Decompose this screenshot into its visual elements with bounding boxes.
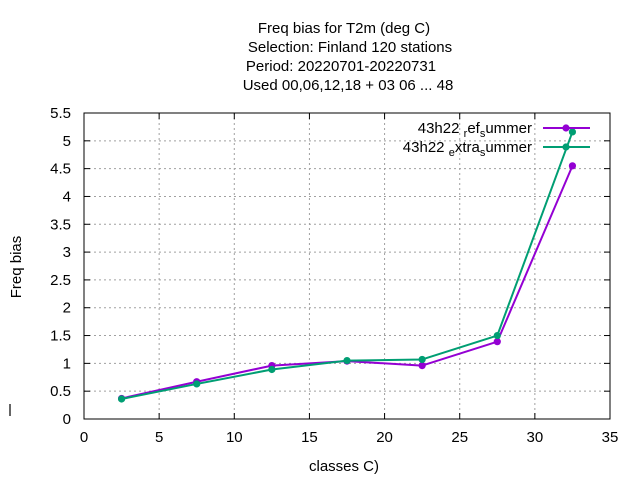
legend-label-subscript: s bbox=[480, 128, 486, 140]
legend-entry-1: 43h22 refsummer bbox=[418, 120, 590, 140]
series-2 bbox=[117, 128, 577, 403]
tick-labels: 0 5 10 15 20 25 30 35 0 0.5 1 1.5 2 2.5 3 3.5 4 4.5 5 5.5 bbox=[50, 105, 618, 446]
data-point bbox=[568, 162, 577, 170]
y-tick-label: 1.5 bbox=[50, 328, 71, 345]
y-tick-label: 2.5 bbox=[50, 272, 71, 289]
x-tick-label: 25 bbox=[451, 429, 468, 446]
data-point bbox=[268, 365, 276, 374]
legend-entry-2: 43h22 extrasummer bbox=[403, 139, 590, 159]
legend-label: 43h22 extrasummer bbox=[403, 139, 532, 159]
legend-label-part: ummer bbox=[485, 139, 532, 156]
grid-lines bbox=[84, 113, 610, 419]
y-tick-label: 0.5 bbox=[50, 383, 71, 400]
x-tick-label: 5 bbox=[155, 429, 163, 446]
legend-label-part: ummer bbox=[485, 120, 532, 137]
x-tick-label: 30 bbox=[527, 429, 544, 446]
data-point bbox=[493, 338, 501, 346]
y-tick-label: 2 bbox=[63, 300, 71, 317]
data-point bbox=[493, 331, 501, 340]
x-tick-label: 35 bbox=[602, 429, 619, 446]
title-line-4: Used 00,06,12,18 + 03 06 ... 48 bbox=[243, 77, 454, 94]
legend-label-main: 43h22 bbox=[403, 139, 449, 156]
legend-label-subscript: s bbox=[480, 147, 486, 159]
data-point bbox=[193, 380, 201, 388]
y-tick-label: 5 bbox=[63, 133, 71, 150]
axis-ticks bbox=[83, 112, 611, 420]
x-tick-label: 10 bbox=[226, 429, 243, 446]
title-line-3: Period: 20220701-20220731 bbox=[246, 58, 436, 75]
data-point bbox=[343, 356, 351, 365]
title-line-1: Freq bias for T2m (deg C) bbox=[258, 20, 430, 37]
title-line-2: Selection: Finland 120 stations bbox=[248, 39, 452, 56]
legend-label-subscript: r bbox=[464, 128, 468, 140]
data-point bbox=[117, 395, 126, 403]
x-tick-label: 20 bbox=[376, 429, 393, 446]
x-tick-label: 0 bbox=[80, 429, 88, 446]
y-axis-label: Freq bias bbox=[8, 236, 25, 299]
y-tick-label: 1 bbox=[63, 355, 71, 372]
legend-label-part: xtra bbox=[455, 139, 481, 156]
x-axis-label: classes C) bbox=[309, 458, 379, 475]
x-tick-label: 15 bbox=[301, 429, 318, 446]
y-tick-label: 4 bbox=[63, 188, 71, 205]
legend-label: 43h22 refsummer bbox=[418, 120, 532, 140]
y-tick-label: 4.5 bbox=[50, 161, 71, 178]
legend-label-subscript: e bbox=[449, 147, 455, 159]
chart-title: Freq bias for T2m (deg C) Selection: Fin… bbox=[243, 20, 454, 94]
y-tick-label: 5.5 bbox=[50, 105, 71, 122]
plot-frame bbox=[83, 112, 611, 420]
legend-label-part: ef bbox=[467, 120, 480, 137]
legend-marker bbox=[562, 124, 570, 132]
series-1 bbox=[117, 162, 577, 403]
data-point bbox=[418, 355, 426, 364]
y-tick-label: 3 bbox=[63, 244, 71, 261]
legend-label-main: 43h22 bbox=[418, 120, 464, 137]
legend-marker bbox=[562, 143, 570, 151]
y-tick-label: 0 bbox=[63, 411, 71, 428]
data-point bbox=[418, 361, 426, 370]
data-point bbox=[568, 128, 577, 136]
series-layer bbox=[117, 128, 577, 403]
y-tick-label: 3.5 bbox=[50, 216, 71, 233]
